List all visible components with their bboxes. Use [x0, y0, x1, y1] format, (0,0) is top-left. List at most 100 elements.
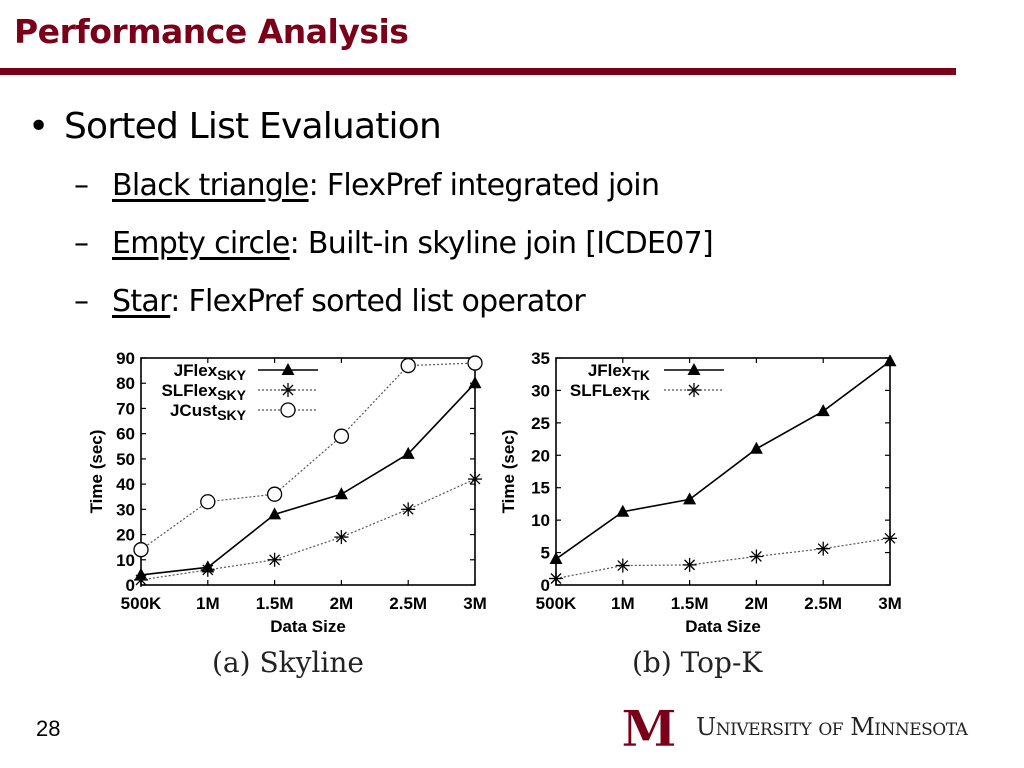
- y-tick-label: 30: [531, 381, 550, 400]
- data-point-star: [549, 571, 563, 586]
- sub-bullet-text: : FlexPref integrated join: [308, 168, 660, 203]
- legend-label-jcust: JCustSKY: [170, 401, 247, 423]
- sub-bullet-triangle: – Black triangle: FlexPref integrated joi…: [74, 168, 660, 203]
- x-tick-label: 3M: [463, 594, 487, 613]
- data-point-triangle: [883, 354, 897, 367]
- sub-bullet-key: Star: [112, 284, 171, 319]
- data-point-triangle: [549, 552, 563, 565]
- sub-bullet-text: : FlexPref sorted list operator: [170, 284, 585, 319]
- sub-bullet-key: Empty circle: [112, 226, 290, 261]
- legend-marker-triangle: [687, 363, 701, 375]
- y-tick-label: 80: [116, 374, 135, 393]
- x-axis-label: Data Size: [270, 617, 346, 636]
- data-point-triangle: [616, 504, 630, 517]
- y-tick-label: 10: [531, 511, 550, 530]
- main-bullet-text: Sorted List Evaluation: [64, 106, 442, 147]
- series-line-slflex: [555, 537, 891, 580]
- data-point-star: [200, 562, 215, 577]
- data-point-star: [334, 530, 349, 545]
- data-point-star: [749, 549, 764, 564]
- data-point-star: [615, 558, 630, 573]
- legend-label-jflex: JFlexSKY: [174, 361, 247, 383]
- legend-marker-star: [281, 383, 295, 397]
- data-point-triangle: [268, 507, 282, 520]
- series-line-jcust: [140, 362, 476, 551]
- x-tick-label: 2M: [745, 594, 769, 613]
- data-point-circle: [266, 486, 283, 502]
- y-tick-label: 0: [126, 576, 135, 595]
- sub-bullet-circle: – Empty circle: Built-in skyline join [IC…: [74, 226, 714, 261]
- legend-marker-triangle: [281, 363, 295, 375]
- x-tick-label: 2M: [330, 594, 354, 613]
- y-tick-label: 70: [116, 399, 135, 418]
- sub-bullet-star: – Star: FlexPref sorted list operator: [74, 284, 586, 319]
- topk-chart: 0 5 10 15 20 25 30 35 500K 1M 1.5M 2M 2.5M 3M Data Siz…: [499, 349, 902, 636]
- data-point-star: [816, 541, 831, 556]
- sub-bullet-text: : Built-in skyline join [ICDE07]: [289, 226, 714, 261]
- data-point-star: [134, 572, 148, 587]
- y-tick-label: 0: [541, 576, 550, 595]
- sub-bullet-dash: –: [74, 226, 89, 261]
- data-point-triangle: [334, 487, 348, 500]
- data-point-circle: [467, 355, 483, 371]
- university-name: University of Minnesota: [696, 713, 968, 741]
- page-number: 28: [36, 716, 61, 741]
- x-tick-label: 1.5M: [256, 594, 294, 613]
- series-line-slflex: [140, 478, 476, 581]
- legend-label-slflex: SLFLexTK: [570, 381, 650, 403]
- y-tick-label: 20: [116, 526, 135, 545]
- skyline-chart: 0 10 20 30 40 50 60 70 80 90 500K 1M 1.5M 2M 2.5M 3M Dat…: [87, 349, 487, 636]
- data-point-circle: [200, 494, 216, 510]
- sub-bullet-dash: –: [74, 168, 89, 203]
- data-point-triangle: [468, 376, 482, 389]
- y-tick-label: 60: [116, 425, 135, 444]
- x-tick-label: 3M: [878, 594, 902, 613]
- x-tick-label: 1M: [611, 594, 635, 613]
- data-point-triangle: [401, 446, 415, 459]
- y-tick-label: 30: [116, 500, 135, 519]
- series-line-jflex: [555, 360, 891, 560]
- x-tick-label: 500K: [121, 594, 162, 613]
- main-bullet: • Sorted List Evaluation: [28, 106, 442, 147]
- data-point-star: [468, 472, 482, 487]
- legend-marker-star: [687, 383, 701, 397]
- data-point-star: [267, 552, 282, 567]
- y-tick-label: 90: [116, 349, 135, 368]
- caption-topk: (b) Top-K: [632, 646, 763, 679]
- data-point-triangle: [816, 404, 830, 417]
- logo-letter: M: [621, 706, 676, 750]
- x-tick-label: 2.5M: [804, 594, 842, 613]
- y-tick-label: 40: [116, 475, 135, 494]
- y-axis-label: Time (sec): [499, 430, 518, 514]
- y-axis-label: Time (sec): [87, 430, 106, 514]
- series-line-jflex: [140, 382, 476, 576]
- y-tick-label: 35: [531, 349, 550, 368]
- x-tick-label: 2.5M: [389, 594, 427, 613]
- sub-bullet-dash: –: [74, 284, 89, 319]
- y-tick-label: 5: [541, 544, 550, 563]
- y-tick-label: 25: [531, 414, 550, 433]
- legend-label-slflex: SLFlexSKY: [161, 381, 246, 403]
- x-tick-label: 500K: [536, 594, 577, 613]
- sub-bullet-key: Black triangle: [112, 168, 309, 203]
- x-tick-label: 1M: [196, 594, 220, 613]
- y-tick-label: 50: [116, 450, 135, 469]
- plot-frame: [140, 357, 476, 586]
- x-tick-label: 1.5M: [671, 594, 709, 613]
- data-point-star: [682, 557, 697, 572]
- bullet-dot: •: [28, 106, 49, 147]
- university-logo-icon: M: [621, 706, 677, 750]
- data-point-triangle: [683, 492, 697, 505]
- plot-frame: [555, 357, 891, 586]
- data-point-circle: [400, 357, 416, 374]
- data-point-star: [401, 502, 416, 517]
- caption-skyline: (a) Skyline: [212, 646, 364, 679]
- data-point-triangle: [749, 441, 763, 454]
- y-tick-label: 20: [531, 446, 550, 465]
- y-tick-label: 15: [531, 479, 550, 498]
- title-rule: [0, 68, 956, 75]
- y-tick-label: 10: [116, 551, 135, 570]
- data-point-circle: [133, 542, 149, 558]
- x-axis-label: Data Size: [685, 617, 761, 636]
- data-point-circle: [333, 428, 350, 444]
